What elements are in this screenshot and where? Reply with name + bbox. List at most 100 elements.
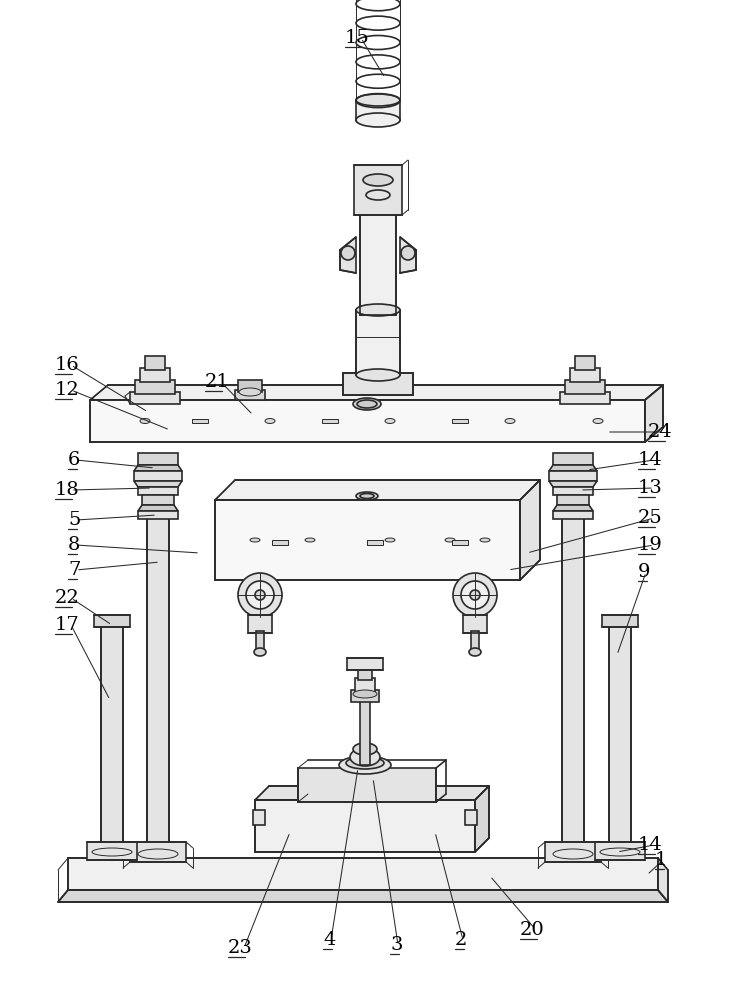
Ellipse shape: [366, 190, 390, 200]
Ellipse shape: [356, 114, 400, 126]
Ellipse shape: [480, 538, 490, 542]
Ellipse shape: [505, 418, 515, 424]
Ellipse shape: [339, 756, 391, 774]
Ellipse shape: [350, 748, 380, 766]
Bar: [130, 842, 186, 862]
Text: 15: 15: [345, 29, 370, 47]
Bar: [356, 100, 400, 120]
Polygon shape: [645, 385, 663, 442]
Bar: [358, 668, 372, 680]
Bar: [322, 419, 338, 423]
Polygon shape: [215, 480, 540, 500]
Bar: [351, 690, 379, 702]
Bar: [238, 380, 262, 392]
Polygon shape: [134, 465, 182, 471]
Bar: [138, 511, 178, 519]
Ellipse shape: [356, 492, 378, 500]
Text: 18: 18: [55, 481, 80, 499]
Polygon shape: [549, 465, 597, 471]
Text: 1: 1: [655, 851, 667, 869]
Ellipse shape: [239, 388, 261, 396]
Bar: [553, 487, 593, 495]
Circle shape: [238, 573, 282, 617]
Bar: [248, 615, 272, 633]
Bar: [343, 373, 413, 395]
Text: 12: 12: [55, 381, 80, 399]
Bar: [452, 419, 468, 423]
Polygon shape: [90, 400, 645, 442]
Polygon shape: [134, 481, 182, 487]
Text: 14: 14: [638, 451, 663, 469]
Text: 2: 2: [455, 931, 468, 949]
Ellipse shape: [385, 418, 395, 424]
Bar: [560, 392, 610, 404]
Circle shape: [341, 246, 355, 260]
Text: 7: 7: [68, 561, 81, 579]
Ellipse shape: [250, 538, 260, 542]
Bar: [87, 842, 137, 860]
Bar: [134, 471, 182, 481]
Polygon shape: [138, 505, 178, 511]
Text: 6: 6: [68, 451, 81, 469]
Circle shape: [255, 590, 265, 600]
Bar: [553, 511, 593, 519]
Bar: [565, 380, 605, 394]
Ellipse shape: [140, 418, 150, 424]
Text: 25: 25: [638, 509, 663, 527]
Polygon shape: [400, 237, 416, 273]
Bar: [609, 625, 631, 848]
Polygon shape: [553, 505, 593, 511]
Bar: [354, 165, 402, 215]
Text: 17: 17: [55, 616, 80, 634]
Ellipse shape: [360, 493, 374, 498]
Text: 21: 21: [205, 373, 230, 391]
Bar: [367, 540, 383, 545]
Bar: [94, 615, 130, 627]
Bar: [356, 310, 400, 375]
Polygon shape: [549, 481, 597, 487]
Polygon shape: [658, 858, 668, 902]
Bar: [557, 495, 589, 505]
Bar: [471, 631, 479, 651]
Bar: [145, 356, 165, 370]
Bar: [355, 678, 375, 692]
Text: 23: 23: [228, 939, 253, 957]
Bar: [347, 658, 383, 670]
Text: 16: 16: [55, 356, 80, 374]
Text: 14: 14: [638, 836, 663, 854]
Polygon shape: [255, 800, 475, 852]
Bar: [140, 368, 170, 382]
Text: 22: 22: [55, 589, 80, 607]
Circle shape: [453, 573, 497, 617]
Ellipse shape: [593, 418, 603, 424]
Polygon shape: [90, 385, 663, 400]
Bar: [602, 615, 638, 627]
Bar: [142, 495, 174, 505]
Bar: [101, 625, 123, 848]
Bar: [570, 368, 600, 382]
Polygon shape: [215, 500, 520, 580]
Bar: [553, 453, 593, 465]
Text: 19: 19: [638, 536, 663, 554]
Circle shape: [246, 581, 274, 609]
Polygon shape: [340, 237, 356, 273]
Bar: [463, 615, 487, 633]
Text: 5: 5: [68, 511, 81, 529]
Bar: [130, 392, 180, 404]
Circle shape: [461, 581, 489, 609]
Ellipse shape: [353, 690, 377, 698]
Bar: [256, 631, 264, 651]
Ellipse shape: [346, 757, 384, 769]
Bar: [253, 810, 265, 825]
Ellipse shape: [265, 418, 275, 424]
Bar: [545, 842, 601, 862]
Ellipse shape: [445, 538, 455, 542]
Ellipse shape: [254, 648, 266, 656]
Circle shape: [470, 590, 480, 600]
Polygon shape: [475, 786, 489, 852]
Bar: [272, 540, 288, 545]
Bar: [465, 810, 477, 825]
Ellipse shape: [356, 304, 400, 316]
Ellipse shape: [357, 400, 377, 408]
Circle shape: [401, 246, 415, 260]
